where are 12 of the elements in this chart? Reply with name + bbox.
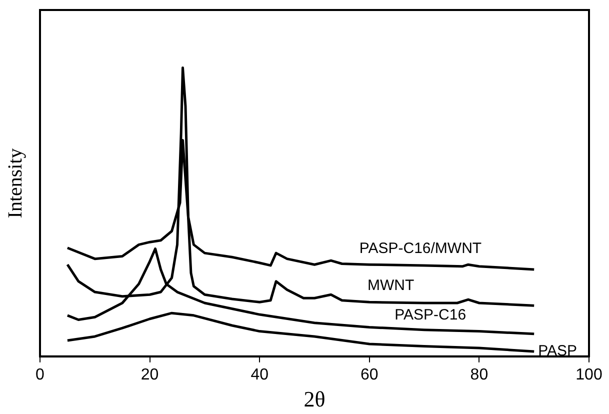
- y-axis-title: Intensity: [4, 148, 26, 218]
- x-tick-label: 100: [576, 366, 602, 384]
- x-tick-label: 40: [250, 366, 269, 384]
- x-tick-label: 20: [140, 366, 159, 384]
- x-axis-title: 2θ: [304, 386, 326, 412]
- x-tick-label: 0: [36, 366, 45, 384]
- series-label: PASP: [538, 342, 578, 360]
- x-tick-label: 80: [470, 366, 488, 384]
- series-label: PASP-C16: [394, 306, 466, 324]
- series-label: PASP-C16/MWNT: [359, 240, 482, 258]
- series-label: MWNT: [367, 276, 414, 294]
- x-tick-label: 60: [360, 366, 378, 384]
